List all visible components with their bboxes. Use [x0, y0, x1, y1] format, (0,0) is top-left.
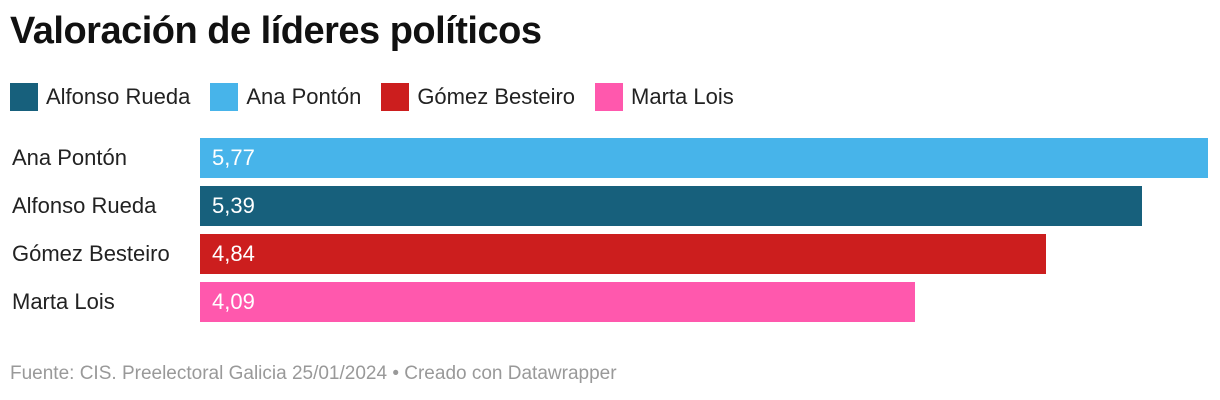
bar-row: Alfonso Rueda 5,39: [0, 186, 1220, 226]
value-label: 5,77: [212, 145, 255, 170]
bar: 5,39: [200, 186, 1142, 226]
chart-title: Valoración de líderes políticos: [10, 10, 542, 52]
legend-swatch: [10, 83, 38, 111]
legend-label: Marta Lois: [631, 84, 734, 109]
legend-item: Alfonso Rueda: [10, 83, 190, 111]
legend-swatch: [210, 83, 239, 111]
bar: 4,84: [200, 234, 1046, 274]
category-label: Marta Lois: [12, 289, 115, 314]
bar-row: Gómez Besteiro 4,84: [0, 234, 1220, 274]
category-label: Ana Pontón: [12, 145, 127, 170]
bar-row: Ana Pontón 5,77: [0, 138, 1220, 178]
legend-item: Ana Pontón: [210, 83, 361, 111]
bar: 4,09: [200, 282, 915, 322]
legend-swatch: [381, 83, 410, 111]
value-label: 4,84: [212, 241, 255, 266]
value-label: 4,09: [212, 289, 255, 314]
category-label: Gómez Besteiro: [12, 241, 170, 266]
bar: 5,77: [200, 138, 1208, 178]
footer-source: Fuente: CIS. Preelectoral Galicia 25/01/…: [10, 363, 617, 384]
legend-label: Ana Pontón: [246, 84, 362, 109]
value-label: 5,39: [212, 193, 255, 218]
legend: Alfonso Rueda Ana Pontón Gómez Besteiro Mar…: [10, 83, 734, 111]
legend-item: Gómez Besteiro: [381, 83, 575, 111]
legend-label: Gómez Besteiro: [417, 84, 576, 109]
category-label: Alfonso Rueda: [12, 193, 157, 218]
legend-label: Alfonso Rueda: [46, 84, 191, 109]
legend-item: Marta Lois: [595, 83, 734, 111]
bar-row: Marta Lois 4,09: [0, 282, 1220, 322]
legend-swatch: [595, 83, 624, 111]
